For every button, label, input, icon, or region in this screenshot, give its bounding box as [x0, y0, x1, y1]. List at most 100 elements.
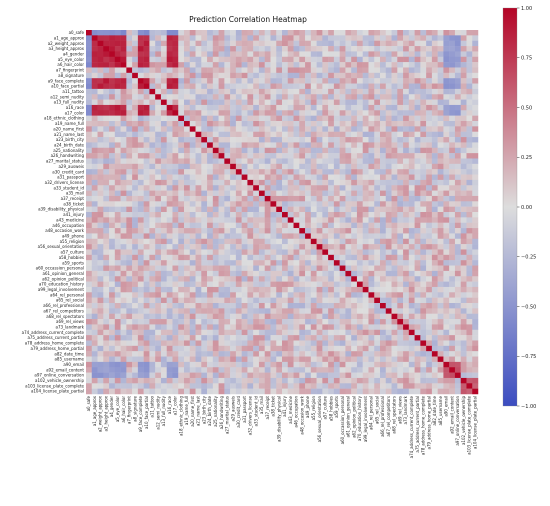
heatmap-cell — [86, 281, 93, 288]
heatmap-cell — [97, 319, 104, 325]
heatmap-cell — [109, 206, 116, 213]
heatmap-cell — [276, 126, 283, 132]
heatmap-cell — [443, 110, 450, 116]
heatmap-cell — [137, 270, 144, 277]
heatmap-cell — [114, 46, 121, 52]
heatmap-cell — [195, 372, 202, 379]
heatmap-cell — [189, 281, 196, 288]
heatmap-cell — [103, 169, 110, 175]
heatmap-cell — [466, 83, 473, 90]
heatmap-cell — [391, 121, 398, 127]
heatmap-cell — [305, 104, 312, 111]
heatmap-cell — [276, 233, 283, 240]
heatmap-cell — [380, 94, 387, 100]
heatmap-cell — [276, 163, 283, 170]
heatmap-cell — [466, 51, 473, 58]
heatmap-cell — [160, 121, 167, 127]
heatmap-cell — [160, 238, 167, 245]
heatmap-cell — [149, 212, 156, 218]
heatmap-cell — [247, 185, 254, 191]
heatmap-cell — [218, 308, 225, 314]
heatmap-cell — [437, 158, 444, 165]
heatmap-cell — [362, 308, 369, 314]
heatmap-cell — [356, 78, 363, 84]
heatmap-cell — [235, 383, 242, 389]
colorbar-tick-label: −1.00 — [521, 404, 536, 410]
heatmap-cell — [437, 351, 444, 357]
heatmap-cell — [316, 388, 323, 395]
heatmap-cell — [195, 324, 202, 331]
heatmap-cell — [397, 56, 404, 63]
heatmap-cell — [247, 104, 254, 111]
heatmap-cell — [460, 121, 467, 127]
heatmap-cell — [426, 212, 433, 218]
heatmap-cell — [224, 356, 231, 363]
heatmap-cell — [224, 372, 231, 379]
heatmap-cell — [109, 147, 116, 154]
heatmap-cell — [276, 78, 283, 84]
heatmap-cell — [143, 174, 150, 181]
heatmap-cell — [235, 142, 242, 149]
heatmap-cell — [408, 67, 415, 74]
heatmap-cell — [385, 388, 392, 395]
heatmap-cell — [155, 313, 162, 320]
heatmap-cell — [114, 179, 121, 186]
heatmap-cell — [431, 351, 438, 357]
heatmap-cell — [241, 201, 248, 207]
heatmap-cell — [368, 238, 375, 245]
heatmap-cell — [368, 233, 375, 240]
heatmap-cell — [201, 206, 208, 213]
x-tick-label: a61_opinion_general — [346, 396, 351, 437]
heatmap-cell — [235, 345, 242, 352]
heatmap-cell — [333, 222, 340, 229]
y-tick-label: a25_nationality — [53, 148, 84, 153]
heatmap-cell — [172, 131, 179, 138]
heatmap-cell — [443, 297, 450, 304]
heatmap-cell — [449, 56, 456, 63]
heatmap-cell — [264, 174, 271, 181]
heatmap-cell — [362, 62, 369, 68]
heatmap-cell — [449, 78, 456, 84]
heatmap-cell — [460, 46, 467, 52]
heatmap-cell — [287, 303, 294, 309]
heatmap-cell — [460, 179, 467, 186]
heatmap-cell — [212, 292, 219, 298]
heatmap-cell — [218, 72, 225, 79]
heatmap-cell — [172, 217, 179, 223]
heatmap-cell — [143, 110, 150, 116]
heatmap-cell — [460, 222, 467, 229]
heatmap-cell — [299, 313, 306, 320]
heatmap-cell — [385, 313, 392, 320]
heatmap-cell — [143, 249, 150, 256]
heatmap-cell — [282, 244, 289, 250]
heatmap-cell — [374, 185, 381, 191]
heatmap-cell — [403, 297, 410, 304]
heatmap-cell — [126, 201, 133, 207]
heatmap-cell — [460, 83, 467, 90]
heatmap-cell — [166, 153, 173, 159]
heatmap-cell — [431, 329, 438, 336]
heatmap-cell — [172, 158, 179, 165]
heatmap-cell — [166, 297, 173, 304]
heatmap-cell — [443, 265, 450, 272]
heatmap-cell — [235, 254, 242, 261]
heatmap-cell — [184, 67, 191, 74]
heatmap-cell — [212, 174, 219, 181]
heatmap-cell — [97, 51, 104, 58]
heatmap-cell — [466, 335, 473, 341]
heatmap-cell — [443, 131, 450, 138]
heatmap-cell — [426, 313, 433, 320]
heatmap-cell — [207, 121, 214, 127]
heatmap-cell — [155, 276, 162, 282]
heatmap-cell — [414, 94, 421, 100]
heatmap-cell — [86, 270, 93, 277]
heatmap-cell — [195, 62, 202, 68]
heatmap-cell — [282, 35, 289, 41]
heatmap-cell — [172, 329, 179, 336]
heatmap-cell — [120, 121, 127, 127]
heatmap-cell — [293, 201, 300, 207]
heatmap-cell — [276, 88, 283, 95]
heatmap-cell — [132, 281, 139, 288]
heatmap-cell — [143, 40, 150, 47]
heatmap-cell — [86, 222, 93, 229]
